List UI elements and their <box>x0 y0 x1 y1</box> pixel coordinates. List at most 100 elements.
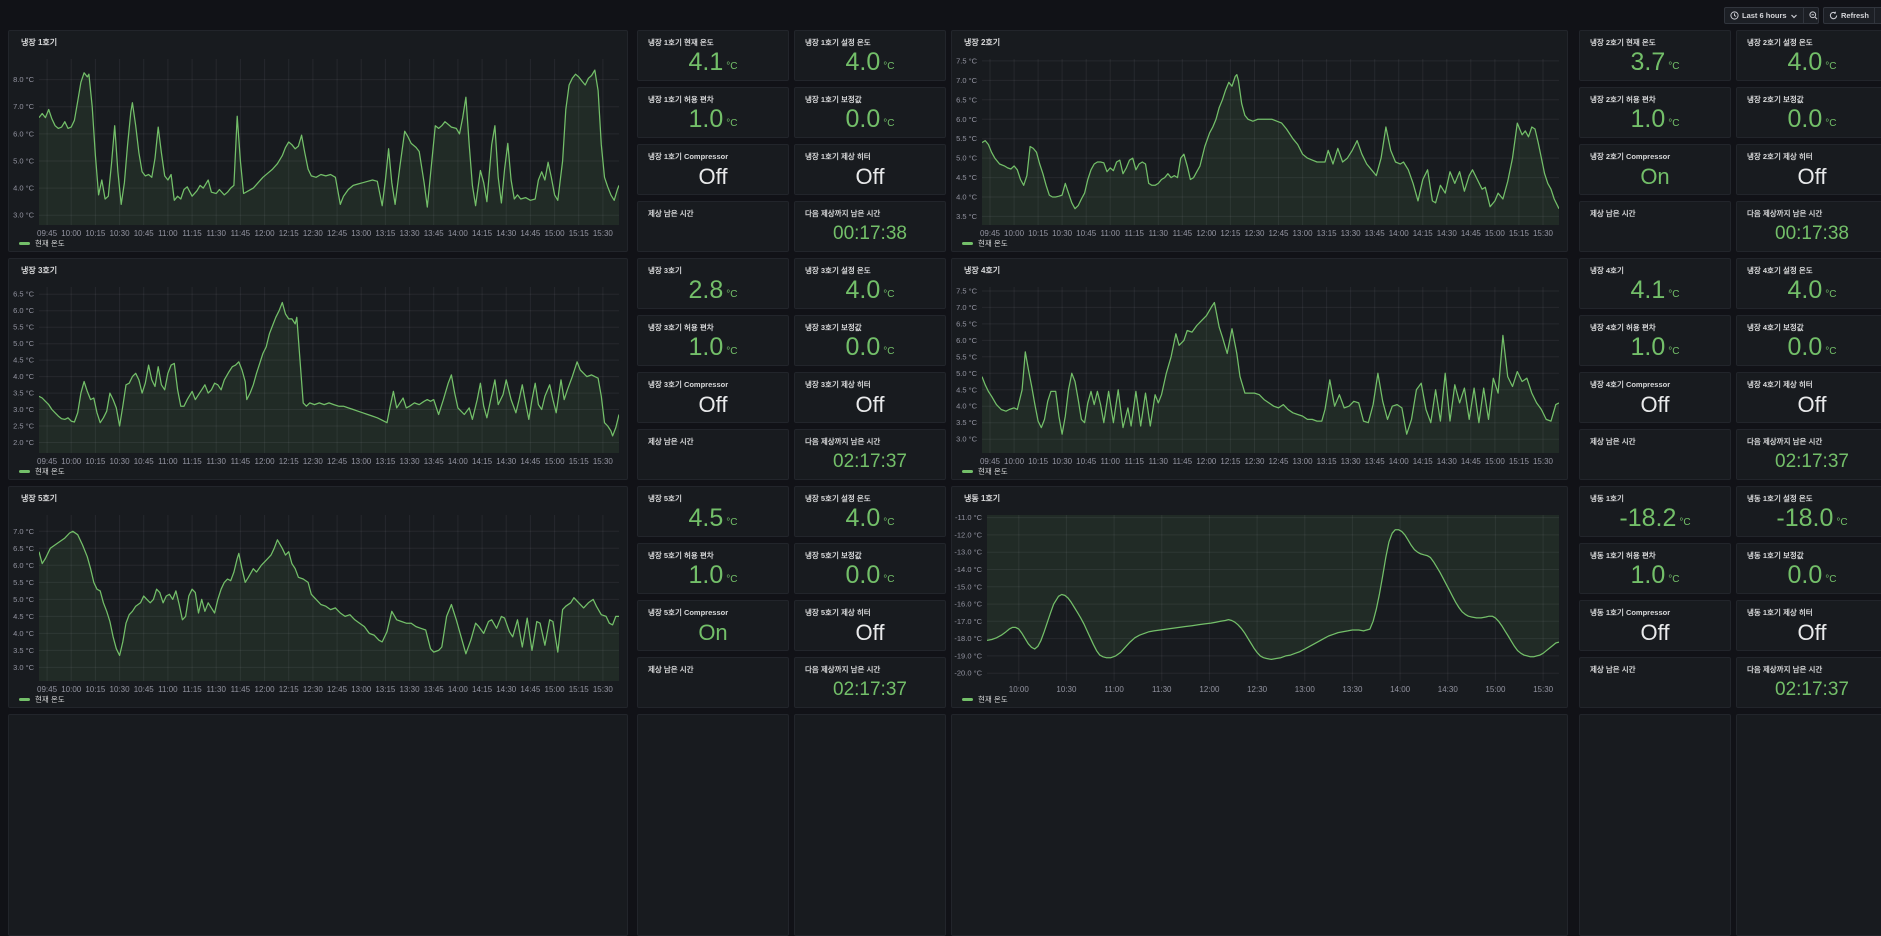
stat-panel-title[interactable]: 냉장 4호기 <box>1590 266 1624 275</box>
x-axis-tick-label: 13:45 <box>424 685 445 694</box>
stat-panel-title[interactable]: 냉장 2호기 Compressor <box>1590 152 1671 161</box>
stat-panel-title[interactable]: 냉장 2호기 제상 히터 <box>1747 152 1813 161</box>
stat-panel: 냉장 3호기 허용 편차 1.0 °C <box>637 315 789 366</box>
series-area-fill <box>39 70 619 225</box>
stat-panel-title[interactable]: 냉장 1호기 제상 히터 <box>805 152 871 161</box>
x-axis-tick-label: 12:30 <box>1247 685 1268 694</box>
stat-value: Off <box>1640 619 1670 645</box>
stat-panel: 다음 제상까지 남은 시간 02:17:37 <box>1736 657 1881 708</box>
chart-legend[interactable]: 현재 온도 <box>19 238 65 248</box>
x-axis-tick-label: 14:00 <box>1389 229 1410 238</box>
x-axis-tick-label: 11:00 <box>1104 685 1124 694</box>
x-axis-tick-label: 14:00 <box>448 457 469 466</box>
x-axis-tick-label: 12:45 <box>327 229 348 238</box>
stat-value: 0.0 <box>1787 105 1823 133</box>
stat-value-row: 02:17:37 <box>795 446 945 477</box>
chart-panel-title[interactable]: 냉장 3호기 <box>21 266 58 275</box>
stat-panel-title[interactable]: 냉장 4호기 Compressor <box>1590 380 1671 389</box>
stat-panel-title[interactable]: 냉장 1호기 현재 온도 <box>648 38 714 47</box>
x-axis-tick-label: 10:45 <box>1076 229 1097 238</box>
stat-panel-title[interactable]: 냉장 5호기 <box>648 494 682 503</box>
x-axis-tick-label: 13:30 <box>400 457 421 466</box>
chart-legend[interactable]: 현재 온도 <box>962 694 1008 704</box>
stat-panel-title[interactable]: 냉장 1호기 설정 온도 <box>805 38 871 47</box>
stat-unit: °C <box>726 574 738 585</box>
stat-panel-title[interactable]: 냉장 5호기 제상 히터 <box>805 608 871 617</box>
x-axis-tick-label: 14:15 <box>472 229 493 238</box>
y-axis-tick-label: 3.0 °C <box>13 405 35 414</box>
y-axis-tick-label: 4.5 °C <box>956 385 978 394</box>
stat-panel-title[interactable]: 제상 남은 시간 <box>1590 209 1636 218</box>
stat-panel-title[interactable]: 냉장 3호기 <box>648 266 682 275</box>
stat-panel-title[interactable]: 냉동 1호기 제상 히터 <box>1747 608 1813 617</box>
stat-panel-title[interactable]: 냉장 2호기 보정값 <box>1747 95 1804 104</box>
stat-panel-title[interactable]: 다음 제상까지 남은 시간 <box>805 209 881 218</box>
stat-panel-title[interactable]: 냉장 2호기 허용 편차 <box>1590 95 1656 104</box>
y-axis-tick-label: 5.5 °C <box>13 578 35 587</box>
stat-value-row: -18.2 °C <box>1580 503 1730 534</box>
chart-panel-title[interactable]: 냉장 1호기 <box>21 38 58 47</box>
stat-panel-title[interactable]: 냉장 4호기 보정값 <box>1747 323 1804 332</box>
stat-panel-title[interactable]: 냉장 1호기 보정값 <box>805 95 862 104</box>
chart-panel-title[interactable]: 냉동 1호기 <box>964 494 1001 503</box>
chart-legend[interactable]: 현재 온도 <box>19 694 65 704</box>
stat-panel-title[interactable]: 냉장 2호기 현재 온도 <box>1590 38 1656 47</box>
stat-panel-title[interactable]: 제상 남은 시간 <box>1590 437 1636 446</box>
stat-panel-title[interactable]: 냉장 4호기 설정 온도 <box>1747 266 1813 275</box>
x-axis-tick-label: 15:00 <box>1485 229 1506 238</box>
stat-panel-title[interactable]: 다음 제상까지 남은 시간 <box>1747 209 1823 218</box>
stat-panel-title[interactable]: 냉동 1호기 보정값 <box>1747 551 1804 560</box>
stat-panel-title[interactable]: 냉장 5호기 Compressor <box>648 608 729 617</box>
zoom-out-button[interactable] <box>1802 8 1823 23</box>
stat-panel-title[interactable]: 다음 제상까지 남은 시간 <box>805 437 881 446</box>
stat-panel: 냉장 5호기 제상 히터 Off <box>794 600 946 651</box>
stat-panel-title[interactable]: 냉동 1호기 <box>1590 494 1624 503</box>
stat-panel-title[interactable]: 냉동 1호기 Compressor <box>1590 608 1671 617</box>
chart-panel-2: 냉장 2호기 3.5 °C 4.0 °C 4.5 °C 5.0 °C 5.5 °C 6.0 … <box>951 30 1568 252</box>
stat-panel-title[interactable]: 냉장 2호기 설정 온도 <box>1747 38 1813 47</box>
stat-panel-title[interactable]: 제상 남은 시간 <box>648 437 694 446</box>
x-axis-tick-label: 14:45 <box>1461 457 1482 466</box>
y-axis-tick-label: 3.0 °C <box>956 435 978 444</box>
stat-panel-title[interactable]: 다음 제상까지 남은 시간 <box>805 665 881 674</box>
chart-legend[interactable]: 현재 온도 <box>19 466 65 476</box>
stat-panel-title[interactable]: 냉장 5호기 허용 편차 <box>648 551 714 560</box>
refresh-interval-dropdown[interactable] <box>1873 8 1881 23</box>
stat-panel-title[interactable]: 제상 남은 시간 <box>1590 665 1636 674</box>
stat-panel-title[interactable]: 냉장 4호기 제상 히터 <box>1747 380 1813 389</box>
stat-value: 1.0 <box>1630 105 1666 133</box>
stat-panel-title[interactable]: 냉장 3호기 보정값 <box>805 323 862 332</box>
stat-panel-title[interactable]: 냉장 3호기 Compressor <box>648 380 729 389</box>
stat-value-row: Off <box>795 617 945 648</box>
stat-panel-title[interactable]: 제상 남은 시간 <box>648 209 694 218</box>
stat-panel-title[interactable]: 냉장 5호기 설정 온도 <box>805 494 871 503</box>
stat-panel-title[interactable]: 다음 제상까지 남은 시간 <box>1747 665 1823 674</box>
chart-panel-title[interactable]: 냉장 4호기 <box>964 266 1001 275</box>
chart-panel-1: 냉장 1호기 3.0 °C 4.0 °C 5.0 °C 6.0 °C 7.0 °C 8.0 … <box>8 30 628 252</box>
x-axis-tick-label: 15:15 <box>1509 457 1530 466</box>
x-axis-tick-label: 12:00 <box>1196 229 1217 238</box>
series-line <box>982 73 1559 210</box>
stat-panel-title[interactable]: 다음 제상까지 남은 시간 <box>1747 437 1823 446</box>
chart-panel-title[interactable]: 냉장 2호기 <box>964 38 1001 47</box>
x-axis-tick-label: 10:30 <box>1056 685 1077 694</box>
stat-panel-title[interactable]: 냉동 1호기 허용 편차 <box>1590 551 1656 560</box>
chart-legend[interactable]: 현재 온도 <box>962 466 1008 476</box>
stat-panel-title[interactable]: 냉장 3호기 제상 히터 <box>805 380 871 389</box>
stat-panel: 냉동 1호기 허용 편차 1.0 °C <box>1579 543 1731 594</box>
stat-panel-title[interactable]: 냉동 1호기 설정 온도 <box>1747 494 1813 503</box>
time-range-picker[interactable]: Last 6 hours <box>1725 8 1803 23</box>
stat-panel-title[interactable]: 제상 남은 시간 <box>648 665 694 674</box>
refresh-button[interactable]: Refresh <box>1824 8 1874 23</box>
stat-panel: 다음 제상까지 남은 시간 02:17:37 <box>794 657 946 708</box>
stat-panel-title[interactable]: 냉장 1호기 Compressor <box>648 152 729 161</box>
stat-value: 4.5 <box>688 504 724 532</box>
chart-legend[interactable]: 현재 온도 <box>962 238 1008 248</box>
stat-panel-title[interactable]: 냉장 1호기 허용 편차 <box>648 95 714 104</box>
stat-panel-title[interactable]: 냉장 3호기 허용 편차 <box>648 323 714 332</box>
stat-panel-title[interactable]: 냉장 5호기 보정값 <box>805 551 862 560</box>
y-axis-tick-label: 7.5 °C <box>956 56 978 65</box>
stat-panel-title[interactable]: 냉장 4호기 허용 편차 <box>1590 323 1656 332</box>
stat-panel-title[interactable]: 냉장 3호기 설정 온도 <box>805 266 871 275</box>
chart-panel-title[interactable]: 냉장 5호기 <box>21 494 58 503</box>
